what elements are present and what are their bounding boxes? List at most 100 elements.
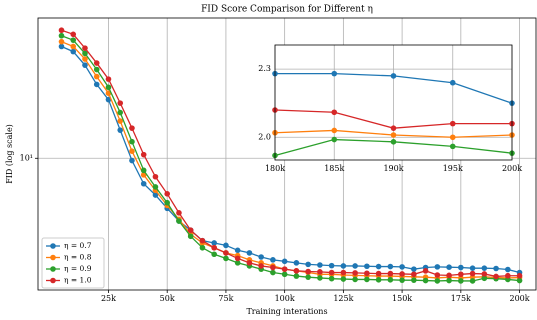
- data-point: [328, 262, 335, 269]
- legend-marker: [50, 266, 56, 272]
- data-point: [129, 157, 135, 164]
- data-point: [458, 271, 464, 278]
- data-point: [434, 272, 441, 278]
- legend-label: η = 1.0: [64, 276, 92, 285]
- data-point: [140, 151, 147, 158]
- inset-x-tick-label: 200k: [502, 164, 522, 173]
- data-point: [129, 125, 135, 131]
- data-point: [105, 84, 112, 91]
- data-point: [446, 277, 452, 284]
- inset-y-tick-label: 2.3: [258, 64, 271, 73]
- inset-x-tick-label: 180k: [265, 164, 285, 173]
- data-point: [270, 264, 276, 271]
- data-point: [481, 271, 488, 277]
- data-point: [328, 269, 335, 276]
- data-point: [93, 60, 100, 66]
- data-point: [390, 73, 397, 79]
- data-point: [187, 233, 194, 240]
- x-tick-label: 100k: [275, 294, 295, 303]
- data-point: [58, 38, 65, 45]
- data-point: [434, 278, 441, 284]
- x-tick-label: 75k: [218, 294, 233, 303]
- x-tick-label: 50k: [160, 294, 175, 303]
- data-point: [164, 191, 170, 197]
- data-point: [352, 263, 358, 269]
- data-point: [422, 268, 429, 274]
- data-point: [82, 45, 88, 51]
- data-point: [331, 109, 338, 116]
- legend-box: [41, 237, 105, 289]
- data-point: [390, 125, 397, 131]
- x-axis-label: Training interations: [246, 307, 327, 316]
- data-point: [82, 56, 88, 62]
- data-point: [481, 265, 488, 271]
- chart-title: FID Score Comparison for Different η: [201, 5, 373, 15]
- data-point: [340, 263, 347, 269]
- legend-label: η = 0.8: [64, 253, 92, 262]
- data-point: [449, 79, 456, 86]
- data-point: [58, 43, 65, 50]
- data-point: [82, 50, 88, 57]
- data-point: [199, 237, 206, 244]
- data-point: [117, 109, 124, 116]
- data-point: [117, 118, 124, 124]
- data-point: [390, 132, 397, 138]
- data-point: [390, 139, 397, 145]
- data-point: [516, 277, 523, 284]
- data-point: [140, 172, 147, 178]
- data-point: [352, 276, 358, 283]
- data-point: [317, 269, 323, 275]
- data-point: [399, 277, 405, 283]
- data-point: [234, 255, 241, 262]
- data-point: [187, 227, 194, 234]
- data-point: [399, 264, 405, 270]
- data-point: [340, 269, 347, 276]
- data-point: [375, 277, 382, 283]
- inset-frame: [274, 44, 513, 161]
- data-point: [105, 76, 112, 82]
- data-point: [411, 271, 417, 278]
- data-point: [270, 257, 276, 263]
- data-point: [449, 134, 456, 141]
- data-point: [82, 62, 88, 68]
- data-point: [234, 247, 241, 254]
- data-point: [375, 270, 382, 277]
- data-point: [505, 272, 511, 279]
- data-point: [176, 210, 182, 216]
- data-point: [493, 265, 499, 272]
- data-point: [223, 255, 229, 262]
- data-point: [211, 244, 217, 251]
- data-point: [164, 199, 170, 206]
- data-point: [516, 272, 523, 279]
- data-point: [399, 271, 405, 277]
- data-point: [58, 27, 65, 34]
- data-point: [446, 272, 452, 279]
- data-point: [129, 148, 135, 154]
- inset: 180k 185k 190k 195k 200k 2.0 2.3: [258, 44, 522, 173]
- x-tick-label: 125k: [333, 294, 353, 303]
- data-point: [258, 263, 264, 269]
- data-point: [458, 264, 464, 271]
- data-point: [281, 258, 288, 265]
- inset-x-tick-label: 190k: [383, 164, 403, 173]
- data-point: [152, 184, 159, 190]
- data-point: [70, 48, 77, 55]
- data-point: [246, 260, 253, 266]
- legend-marker: [50, 277, 56, 284]
- data-point: [281, 271, 288, 278]
- x-tick-label: 175k: [451, 294, 471, 303]
- data-point: [364, 270, 370, 277]
- data-point: [140, 180, 147, 187]
- series-line: [61, 29, 520, 278]
- series-line: [61, 45, 520, 274]
- y-axis-label: FID (log scale): [5, 124, 14, 184]
- data-point: [293, 273, 300, 279]
- data-point: [449, 143, 456, 150]
- data-point: [469, 270, 476, 277]
- legend-marker: [50, 254, 56, 261]
- data-point: [493, 273, 499, 280]
- data-point: [411, 277, 417, 283]
- data-point: [387, 263, 394, 270]
- data-point: [305, 261, 311, 268]
